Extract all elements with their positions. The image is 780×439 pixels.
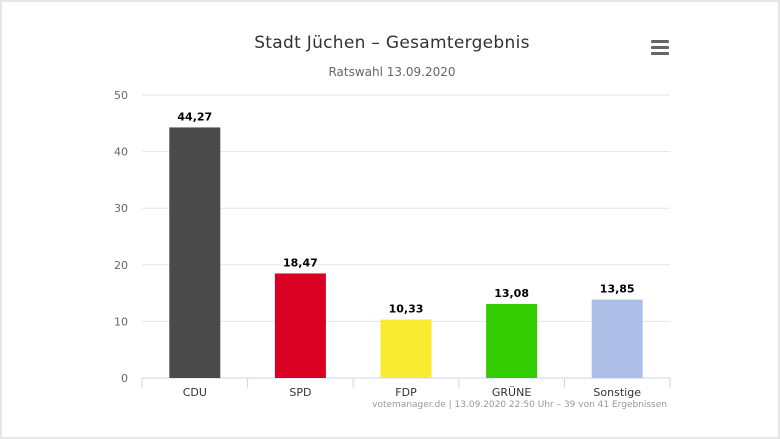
hamburger-menu-icon[interactable] <box>651 40 669 55</box>
data-label: 18,47 <box>283 256 318 269</box>
bar-spd <box>274 273 326 378</box>
bar-sonstige <box>591 299 643 378</box>
x-tick-label: FDP <box>395 386 417 399</box>
x-tick-label: SPD <box>289 386 311 399</box>
data-label: 10,33 <box>389 303 424 316</box>
bar-fdp <box>380 319 432 378</box>
y-tick-label: 10 <box>114 315 128 328</box>
y-tick-label: 50 <box>114 89 128 102</box>
credits[interactable]: votemanager.de | 13.09.2020 22:50 Uhr – … <box>372 400 667 410</box>
y-tick-label: 40 <box>114 146 128 159</box>
chart-title: Stadt Jüchen – Gesamtergebnis <box>254 33 530 53</box>
x-tick-label: CDU <box>183 386 207 399</box>
data-label: 44,27 <box>177 110 212 123</box>
data-label: 13,85 <box>600 283 635 296</box>
y-tick-label: 30 <box>114 202 128 215</box>
bar-cdu <box>169 127 221 379</box>
y-tick-label: 20 <box>114 259 128 272</box>
x-tick-label: Sonstige <box>593 386 641 399</box>
bar-grne <box>486 303 538 378</box>
chart-subtitle: Ratswahl 13.09.2020 <box>328 65 456 79</box>
x-tick-label: GRÜNE <box>492 386 531 399</box>
data-label: 13,08 <box>494 287 529 300</box>
y-tick-label: 0 <box>121 372 128 385</box>
